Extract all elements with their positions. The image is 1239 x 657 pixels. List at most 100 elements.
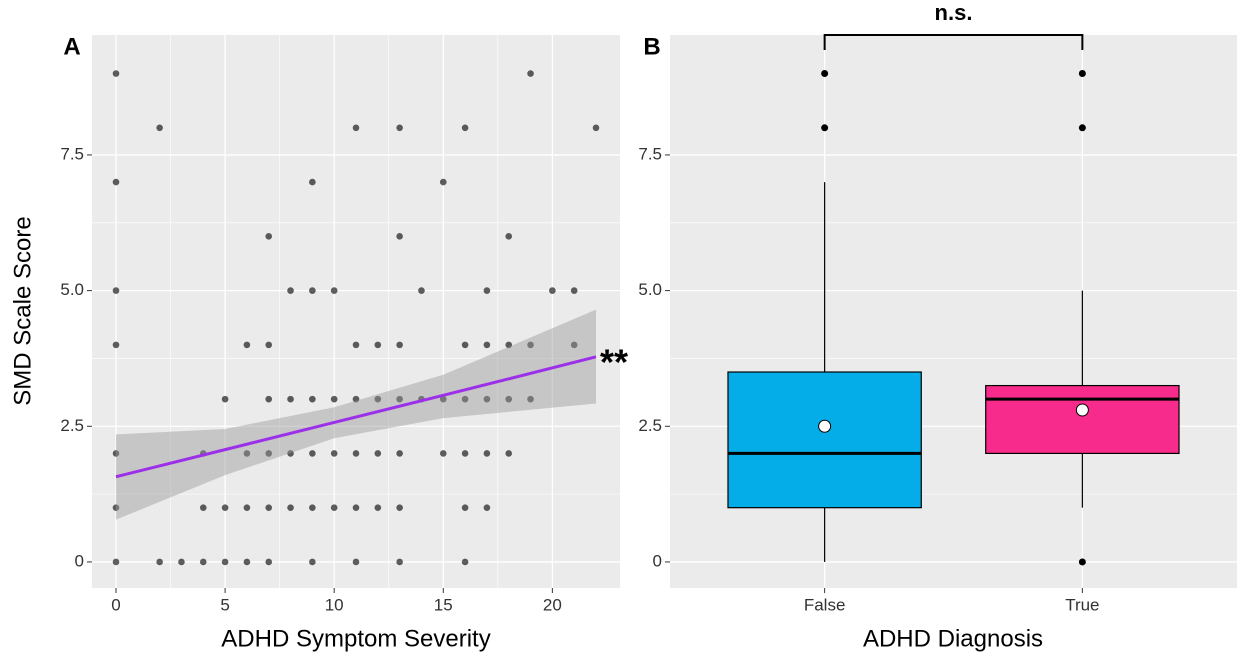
point — [352, 341, 360, 349]
x-tick-label: True — [1065, 595, 1099, 614]
box — [985, 384, 1180, 455]
box — [727, 371, 922, 509]
y-tick-label: 0 — [75, 551, 84, 570]
point — [156, 124, 163, 132]
point — [527, 395, 534, 403]
y-axis-title: SMD Scale Score — [9, 216, 36, 405]
point — [461, 558, 469, 566]
point — [309, 287, 316, 294]
point — [592, 124, 600, 132]
point — [505, 450, 513, 457]
point — [396, 558, 403, 566]
point — [396, 233, 403, 240]
y-tick-label: 2.5 — [60, 416, 84, 435]
point — [461, 124, 469, 132]
y-tick-label: 0 — [653, 551, 662, 570]
point — [352, 504, 360, 511]
x-axis-title: ADHD Diagnosis — [863, 625, 1043, 652]
point — [309, 558, 316, 566]
point — [221, 504, 229, 511]
point — [483, 395, 491, 403]
point — [439, 450, 447, 457]
point — [112, 70, 120, 77]
significance-label: n.s. — [935, 0, 973, 25]
outlier — [1078, 124, 1086, 132]
point — [505, 341, 513, 349]
confidence-band — [116, 309, 596, 520]
y-tick-label: 2.5 — [638, 416, 662, 435]
point — [330, 504, 338, 511]
point — [374, 450, 382, 457]
y-tick-label: 5.0 — [638, 280, 662, 299]
x-axis-title: ADHD Symptom Severity — [221, 625, 490, 652]
point — [309, 395, 316, 403]
point — [243, 558, 251, 566]
point — [352, 395, 360, 403]
point — [396, 341, 403, 349]
point — [570, 341, 578, 349]
point — [483, 450, 491, 457]
point — [396, 450, 403, 457]
point — [439, 395, 447, 403]
x-tick-label: 20 — [543, 595, 562, 614]
x-tick-label: 5 — [220, 595, 229, 614]
point — [330, 287, 338, 294]
significance-bracket — [823, 34, 1084, 50]
point — [112, 504, 120, 511]
point — [112, 341, 120, 349]
point — [330, 450, 338, 457]
point — [374, 341, 382, 349]
outlier — [821, 124, 829, 132]
point — [221, 395, 229, 403]
point — [483, 287, 491, 294]
point — [309, 504, 316, 511]
y-tick-label: 7.5 — [638, 144, 662, 163]
point — [505, 233, 513, 240]
point — [461, 341, 469, 349]
point — [265, 233, 273, 240]
point — [396, 395, 403, 403]
point — [112, 178, 120, 186]
point — [287, 287, 294, 294]
fit-line — [115, 355, 597, 479]
point — [243, 504, 251, 511]
panel-label: B — [643, 33, 660, 60]
point — [309, 450, 316, 457]
point — [527, 70, 534, 77]
point — [461, 504, 469, 511]
point — [396, 504, 403, 511]
y-tick-label: 7.5 — [60, 144, 84, 163]
point — [461, 450, 469, 457]
point — [265, 395, 273, 403]
point — [112, 287, 120, 294]
point — [243, 341, 251, 349]
point — [352, 558, 360, 566]
x-tick-label: 0 — [111, 595, 120, 614]
point — [352, 124, 360, 132]
point — [330, 395, 338, 403]
point — [374, 504, 382, 511]
x-tick-label: False — [804, 595, 846, 614]
x-tick-label: 15 — [434, 595, 453, 614]
point — [178, 558, 185, 566]
point — [156, 558, 163, 566]
point — [112, 558, 120, 566]
point — [309, 178, 316, 186]
point — [287, 395, 294, 403]
outlier — [1078, 558, 1086, 566]
point — [265, 341, 273, 349]
point — [418, 287, 425, 294]
point — [505, 395, 513, 403]
point — [265, 450, 273, 457]
point — [287, 450, 294, 457]
outlier — [821, 70, 829, 78]
point — [243, 450, 251, 457]
point — [265, 558, 273, 566]
point — [221, 558, 229, 566]
panel-label: A — [63, 33, 80, 60]
point — [112, 450, 120, 457]
point — [527, 341, 534, 349]
point — [439, 178, 447, 186]
